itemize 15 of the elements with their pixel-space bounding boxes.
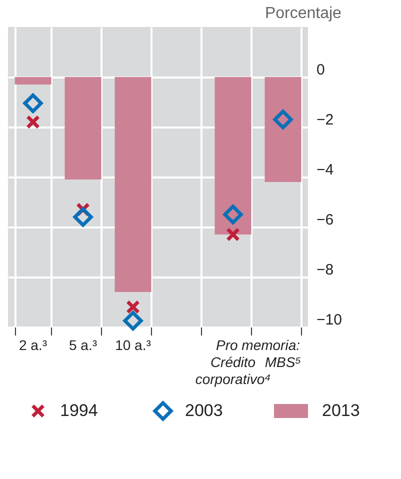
legend-label: 2013 <box>322 401 360 420</box>
x-tick-label: 10 a.³ <box>115 337 152 353</box>
y-tick-label: −4 <box>316 162 334 178</box>
x-tick-label: MBS⁵ <box>264 354 302 370</box>
x-tick-label: 5 a.³ <box>68 337 98 353</box>
legend-label: 2003 <box>185 401 223 420</box>
y-tick-label: −6 <box>316 212 334 228</box>
y-tick-label: −2 <box>316 112 334 128</box>
text: Pro memoria: <box>216 337 300 353</box>
x-tick-label: 2 a.³ <box>18 337 48 353</box>
legend-label: 1994 <box>60 401 98 420</box>
y-tick-label: −8 <box>316 262 334 278</box>
y-axis-title: Porcentaje <box>264 5 342 22</box>
y-tick-label: −10 <box>316 312 342 328</box>
y-tick-label: 0 <box>316 62 325 78</box>
